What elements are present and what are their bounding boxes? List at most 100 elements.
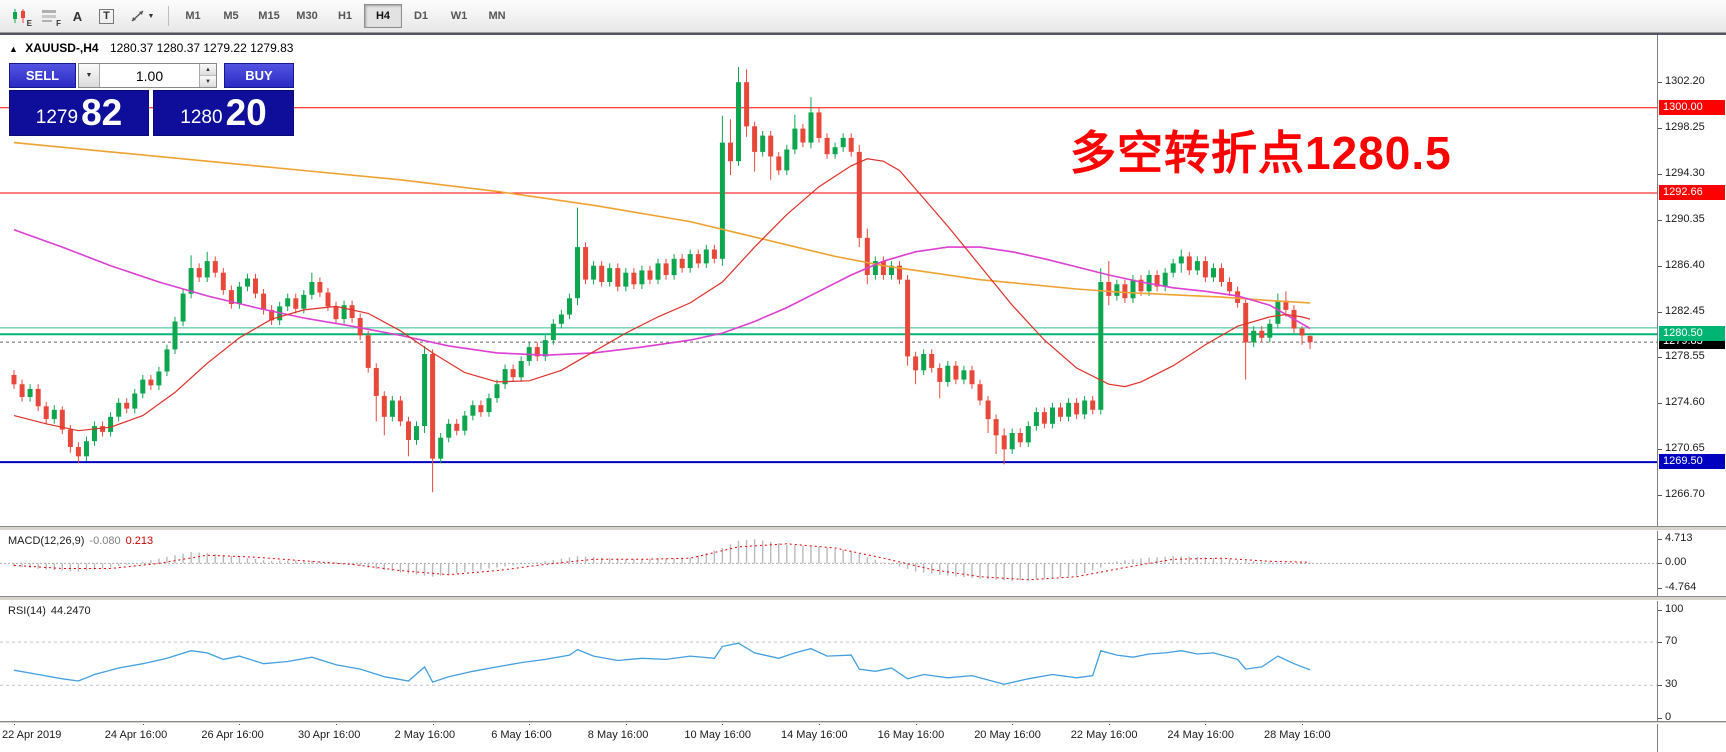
price-axis[interactable]: 1302.20 1298.25 1294.30 1290.35 1286.40 1282.… bbox=[1657, 35, 1726, 752]
macd-label: MACD(12,26,9) bbox=[8, 535, 85, 547]
rsi-tick-label: 100 bbox=[1665, 602, 1684, 615]
text-tool-label: A bbox=[72, 8, 83, 24]
grid-glyph bbox=[41, 10, 56, 22]
sell-price-display[interactable]: 1279 82 bbox=[9, 90, 149, 136]
time-axis-label: 6 May 16:00 bbox=[491, 729, 552, 741]
price-line-label: 1280.50 bbox=[1659, 326, 1725, 342]
axis-tick-mark bbox=[1658, 265, 1662, 267]
time-axis-label: 24 May 16:00 bbox=[1167, 729, 1235, 741]
buy-button[interactable]: BUY bbox=[224, 63, 294, 88]
rsi-line bbox=[13, 642, 1311, 685]
price-tick-label: 1286.40 bbox=[1665, 258, 1705, 271]
stepper-down-icon[interactable]: ▼ bbox=[200, 76, 216, 87]
timeframe-button-m5[interactable]: M5 bbox=[223, 10, 239, 22]
axis-tick-mark bbox=[1658, 402, 1662, 404]
pane-separator bbox=[0, 721, 1726, 724]
axis-tick-mark bbox=[1658, 219, 1662, 221]
buy-price-pips: 20 bbox=[225, 92, 267, 133]
buy-price-display[interactable]: 1280 20 bbox=[153, 90, 294, 136]
macd-tick-label: 0.00 bbox=[1665, 556, 1687, 569]
sell-price-pips: 82 bbox=[81, 92, 123, 133]
label-tool-label: T bbox=[99, 8, 114, 24]
chevron-down-icon: ▼ bbox=[147, 12, 155, 20]
rsi-tick-label: 0 bbox=[1665, 710, 1672, 723]
macd-tick-label: 4.713 bbox=[1665, 532, 1693, 545]
ma-line-slow-orange bbox=[13, 141, 1311, 304]
macd-pane-canvas[interactable] bbox=[0, 531, 1657, 596]
ohlc-values: 1280.37 1280.37 1279.22 1279.83 bbox=[109, 41, 294, 55]
label-tool-button[interactable]: T bbox=[92, 3, 121, 29]
volume-stepper: ▲ ▼ bbox=[199, 64, 216, 87]
grid-icon[interactable]: F bbox=[34, 3, 63, 29]
price-tick-label: 1266.70 bbox=[1665, 487, 1705, 500]
axis-tick-mark bbox=[1658, 356, 1662, 358]
macd-signal-value: 0.213 bbox=[125, 535, 154, 547]
ma-line-mid-magenta bbox=[13, 228, 1311, 357]
time-axis-label: 22 May 16:00 bbox=[1070, 729, 1138, 741]
collapse-arrow-icon[interactable]: ▲ bbox=[9, 44, 18, 54]
time-axis-label: 8 May 16:00 bbox=[587, 729, 649, 741]
macd-value: -0.080 bbox=[89, 535, 121, 547]
price-line-label: 1269.50 bbox=[1659, 454, 1725, 470]
macd-pane-label: MACD(12,26,9) -0.080 0.213 bbox=[8, 535, 153, 547]
chart-type-icon[interactable]: E bbox=[5, 3, 34, 29]
macd-histogram bbox=[13, 539, 1311, 581]
price-tick-label: 1294.30 bbox=[1665, 166, 1705, 179]
time-axis-label: 22 Apr 2019 bbox=[2, 729, 62, 741]
price-tick-label: 1274.60 bbox=[1665, 395, 1705, 408]
pane-separator[interactable] bbox=[0, 526, 1726, 531]
sell-price-main: 1279 bbox=[35, 107, 79, 128]
timeframe-button-m1[interactable]: M1 bbox=[185, 10, 201, 22]
axis-tick-mark bbox=[1658, 311, 1662, 313]
axis-tick-mark bbox=[1658, 494, 1662, 496]
price-tick-label: 1270.65 bbox=[1665, 441, 1705, 454]
toolbar-separator bbox=[168, 6, 169, 26]
timeframe-button-m30[interactable]: M30 bbox=[296, 10, 318, 22]
time-axis-label: 28 May 16:00 bbox=[1264, 729, 1331, 741]
symbol-period-label: XAUUSD-,H4 bbox=[25, 41, 99, 55]
candlestick-glyph bbox=[12, 9, 25, 23]
timeframe-button-d1[interactable]: D1 bbox=[413, 10, 429, 22]
buy-price-main: 1280 bbox=[180, 107, 223, 128]
axis-tick-mark bbox=[1658, 685, 1662, 687]
sell-button[interactable]: SELL bbox=[9, 63, 76, 88]
time-axis-label: 30 Apr 16:00 bbox=[298, 729, 361, 741]
timeframe-button-h1[interactable]: H1 bbox=[337, 10, 353, 22]
price-chart-canvas[interactable] bbox=[0, 38, 1657, 529]
macd-tick-label: -4.764 bbox=[1665, 580, 1697, 593]
axis-tick-mark bbox=[1658, 82, 1662, 84]
volume-box: ▼ ▲ ▼ bbox=[78, 63, 217, 88]
text-tool-button[interactable]: A bbox=[63, 3, 92, 29]
rsi-pane-label: RSI(14) 44.2470 bbox=[8, 605, 91, 617]
axis-tick-mark bbox=[1658, 609, 1662, 611]
timeframe-button-mn[interactable]: MN bbox=[488, 10, 506, 22]
time-axis-label: 24 Apr 16:00 bbox=[104, 729, 168, 741]
price-tick-label: 1282.45 bbox=[1665, 304, 1705, 317]
chart-window: ▲ XAUUSD-,H4 1280.37 1280.37 1279.22 127… bbox=[0, 33, 1726, 752]
timeframe-button-w1[interactable]: W1 bbox=[450, 10, 468, 22]
price-tick-label: 1290.35 bbox=[1665, 212, 1705, 225]
price-line-label: 1300.00 bbox=[1659, 99, 1725, 115]
rsi-pane-canvas[interactable] bbox=[0, 601, 1657, 721]
timeframe-button-h4[interactable]: H4 bbox=[364, 4, 402, 28]
axis-tick-mark bbox=[1658, 587, 1662, 589]
time-axis-label: 2 May 16:00 bbox=[394, 729, 456, 741]
timeframe-buttons: M1 M5 M15 M30 H1 H4 D1 W1 MN bbox=[174, 4, 516, 28]
rsi-label: RSI(14) bbox=[8, 605, 46, 617]
cursor-tool-button[interactable]: ▼ bbox=[121, 3, 163, 29]
pane-separator[interactable] bbox=[0, 596, 1726, 601]
time-axis-label: 10 May 16:00 bbox=[684, 729, 752, 741]
axis-tick-mark bbox=[1658, 128, 1662, 130]
stepper-up-icon[interactable]: ▲ bbox=[200, 64, 216, 76]
time-axis[interactable]: 22 Apr 2019 24 Apr 16:00 26 Apr 16:00 30 Ap… bbox=[0, 721, 1657, 752]
timeframe-button-m15[interactable]: M15 bbox=[258, 10, 280, 22]
price-tick-label: 1302.20 bbox=[1665, 75, 1705, 88]
volume-dropdown-icon[interactable]: ▼ bbox=[79, 64, 100, 87]
volume-input[interactable] bbox=[100, 64, 199, 87]
axis-tick-mark bbox=[1658, 173, 1662, 175]
price-tick-label: 1298.25 bbox=[1665, 121, 1705, 134]
main-toolbar: E F A T ▼ M1 M5 M15 M30 H1 H4 D1 W1 MN bbox=[0, 0, 1726, 33]
macd-signal-line bbox=[13, 543, 1311, 581]
time-axis-label: 14 May 16:00 bbox=[781, 729, 848, 741]
time-axis-label: 26 Apr 16:00 bbox=[201, 729, 264, 741]
